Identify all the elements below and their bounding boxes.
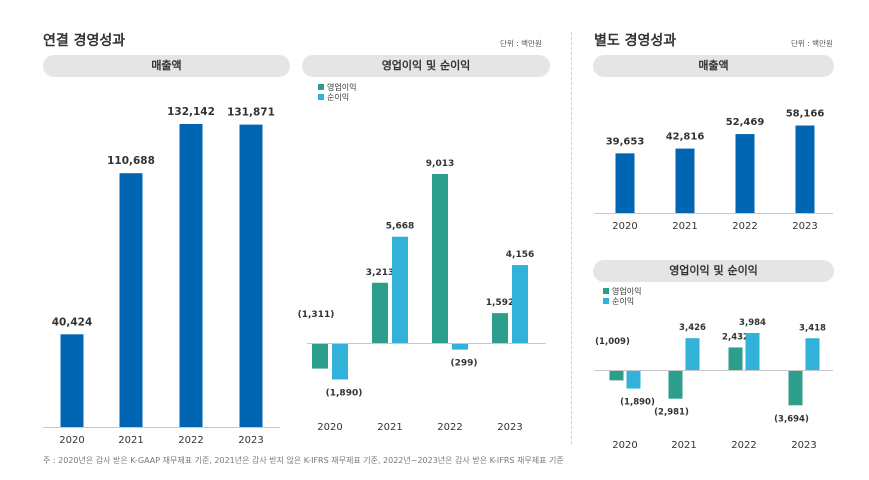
operating-bar-2021	[668, 371, 683, 399]
legend-swatch-operating	[318, 84, 324, 90]
net-value-label: 3,418	[799, 323, 826, 333]
section-divider	[571, 32, 572, 444]
operating-bar-2020	[609, 371, 624, 381]
legend-swatch-net	[318, 94, 324, 100]
x-tick-label: 2023	[497, 422, 522, 433]
operating-value-label: 2,432	[722, 332, 749, 342]
legend-label-operating: 영업이익	[327, 82, 356, 92]
revenue-value-label: 52,469	[726, 117, 765, 128]
consolidated-profit-header: 영업이익 및 순이익	[302, 55, 550, 77]
net-bar-2023	[512, 265, 528, 343]
net-value-label: (1,890)	[326, 388, 363, 398]
operating-bar-2022	[728, 347, 743, 370]
x-tick-label: 2020	[612, 440, 637, 451]
operating-value-label: 1,592	[486, 298, 514, 308]
net-bar-2021	[685, 338, 700, 370]
revenue-bar-2023	[239, 124, 263, 427]
operating-value-label: (1,311)	[298, 310, 335, 320]
revenue-value-label: 131,871	[227, 107, 275, 119]
consolidated-revenue-header: 매출액	[43, 55, 290, 77]
operating-bar-2021	[372, 282, 388, 343]
revenue-value-label: 42,816	[666, 132, 705, 143]
x-tick-label: 2023	[792, 221, 817, 232]
separate-profit-header: 영업이익 및 순이익	[593, 260, 834, 282]
net-value-label: 3,984	[739, 318, 766, 328]
revenue-value-label: 39,653	[606, 136, 645, 147]
revenue-bar-2020	[615, 153, 635, 213]
x-tick-label: 2021	[118, 435, 143, 446]
separate-revenue-header: 매출액	[593, 55, 834, 77]
operating-value-label: (3,694)	[774, 414, 809, 424]
legend-label-operating: 영업이익	[612, 286, 641, 296]
net-value-label: 5,668	[386, 222, 414, 232]
revenue-value-label: 40,424	[52, 316, 93, 328]
revenue-value-label: 110,688	[107, 155, 155, 167]
legend-swatch-operating	[603, 288, 609, 294]
footnote: 주 : 2020년은 감사 받은 K-GAAP 재무제표 기준, 2021년은 …	[43, 456, 564, 465]
x-tick-label: 2022	[731, 440, 756, 451]
separate-title: 별도 경영성과	[594, 33, 677, 49]
legend-label-net: 순이익	[612, 296, 634, 306]
revenue-bar-2020	[60, 334, 84, 427]
x-tick-label: 2020	[612, 221, 637, 232]
net-bar-2022	[745, 333, 760, 370]
net-bar-2020	[332, 344, 348, 380]
operating-bar-2022	[432, 174, 448, 343]
x-tick-label: 2022	[437, 422, 462, 433]
operating-bar-2023	[492, 313, 508, 343]
legend-swatch-net	[603, 298, 609, 304]
revenue-bar-2023	[795, 125, 815, 213]
net-bar-2022	[452, 344, 468, 350]
net-bar-2021	[392, 236, 408, 343]
net-bar-2020	[626, 371, 641, 389]
revenue-bar-2021	[675, 148, 695, 213]
separate-unit: 단위 : 백만원	[791, 39, 833, 48]
net-bar-2023	[805, 338, 820, 370]
net-value-label: 3,426	[679, 323, 706, 333]
x-tick-label: 2021	[671, 440, 696, 451]
x-tick-label: 2022	[732, 221, 757, 232]
x-tick-label: 2021	[672, 221, 697, 232]
revenue-bar-2022	[179, 124, 203, 427]
x-tick-label: 2020	[317, 422, 342, 433]
net-value-label: (1,890)	[620, 398, 655, 408]
x-tick-label: 2022	[178, 435, 203, 446]
revenue-value-label: 58,166	[786, 109, 825, 120]
x-tick-label: 2021	[377, 422, 402, 433]
revenue-value-label: 132,142	[167, 106, 215, 118]
x-tick-label: 2023	[791, 440, 816, 451]
x-tick-label: 2020	[59, 435, 84, 446]
operating-value-label: 9,013	[426, 159, 454, 169]
operating-value-label: 3,213	[366, 268, 394, 278]
legend-label-net: 순이익	[327, 92, 349, 102]
operating-bar-2020	[312, 344, 328, 369]
net-value-label: (299)	[450, 359, 477, 369]
x-tick-label: 2023	[238, 435, 263, 446]
revenue-bar-2022	[735, 134, 755, 213]
operating-value-label: (1,009)	[595, 337, 630, 347]
net-value-label: 4,156	[506, 250, 534, 260]
revenue-bar-2021	[119, 173, 143, 427]
consolidated-unit: 단위 : 백만원	[500, 39, 542, 48]
consolidated-title: 연결 경영성과	[43, 33, 126, 49]
operating-value-label: (2,981)	[654, 408, 689, 418]
operating-bar-2023	[788, 371, 803, 406]
